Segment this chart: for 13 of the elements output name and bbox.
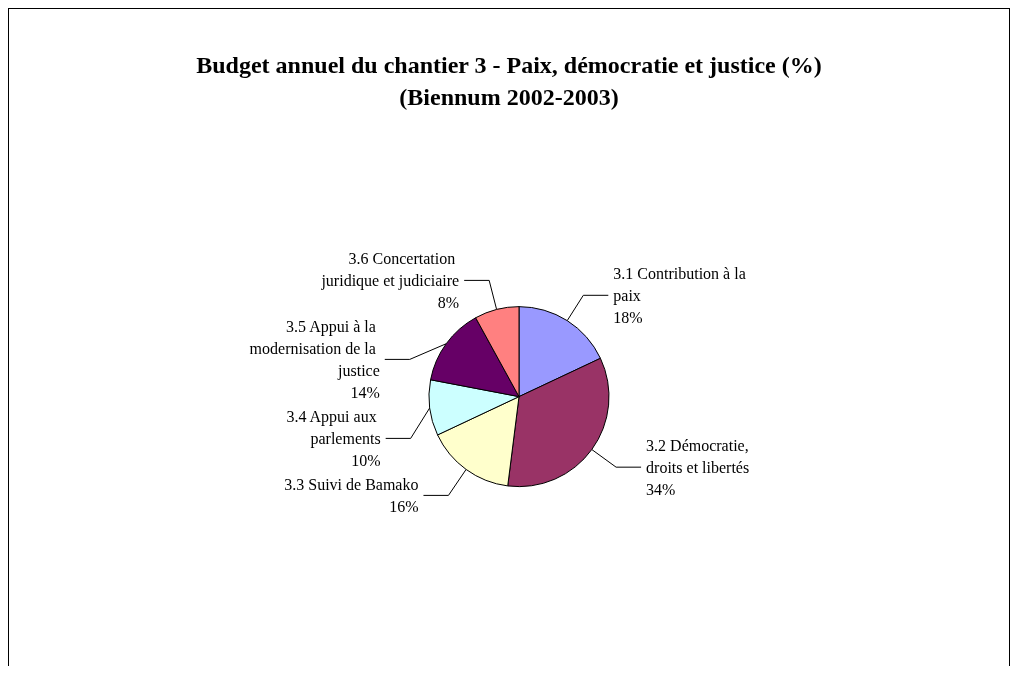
slice-label: 3.5 Appui à la modernisation de la justice [249,317,380,380]
slice-label: 3.2 Démocratie, droits et libertés [646,436,753,476]
data-label: 34% [646,480,676,498]
slice-label: 3.6 Concertation juridique et judiciaire [320,249,460,290]
slice-label: 3.1 Contribution à la paix [613,264,750,305]
data-label: 10% [351,451,381,469]
slice-label: 3.3 Suivi de Bamako [284,475,419,493]
data-label: 18% [613,308,643,326]
data-label: 16% [389,497,419,515]
data-label: 14% [350,383,380,401]
slice-label: 3.4 Appui aux parlements [286,407,381,448]
data-label: 8% [437,293,460,311]
chart-title: Budget annuel du chantier 3 - Paix, démocratie et justice (%) (Biennum 2002-2003) [196,52,822,110]
